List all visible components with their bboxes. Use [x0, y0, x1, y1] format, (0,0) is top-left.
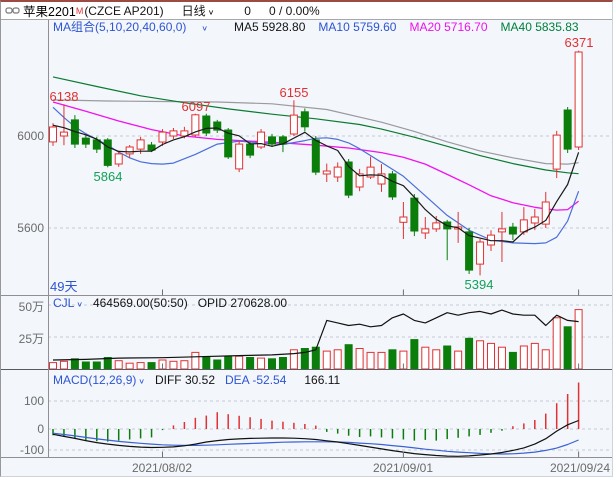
- price-annotation-high: 6155: [279, 85, 309, 100]
- ma5-line: [52, 124, 580, 243]
- symbol-name: 苹果2201: [23, 5, 76, 19]
- chevron-down-icon: ∨: [76, 299, 83, 308]
- last-price: 0: [244, 3, 251, 18]
- volume-indicator-selector[interactable]: CJL ∨: [53, 295, 83, 310]
- date-label-sep24: 2021/09/24: [549, 461, 610, 475]
- dea-value: DEA -52.54: [225, 372, 287, 387]
- title-bar: 苹果2201 M (CZCE AP201) 日线 ∨ 0 0 / 0.00%: [1, 2, 612, 20]
- ma-indicator-header: MA组合(5,10,20,40,60,0) ∨ MA5 5928.80 MA10 …: [53, 19, 592, 35]
- main-contract-badge: M: [75, 5, 84, 16]
- ma5-value: MA5 5928.80: [234, 19, 306, 34]
- volume-tick-50: 50万: [18, 300, 44, 314]
- open-interest-line: [52, 309, 579, 361]
- symbol-code: (CZCE AP201): [84, 3, 164, 18]
- bar-count-label: 49天: [50, 279, 78, 294]
- macd-tick-0: 0: [37, 422, 44, 436]
- date-label-aug02: 2021/08/02: [131, 461, 193, 475]
- price-annotation-high: 6097: [181, 99, 211, 114]
- chevron-down-icon: ∨: [201, 24, 208, 33]
- price-annotation-low: 5864: [93, 169, 123, 184]
- macd-indicator-selector[interactable]: MACD(12,26,9) ∨: [53, 372, 145, 387]
- gridlines-group: [48, 135, 612, 451]
- chevron-down-icon: ∨: [138, 376, 145, 385]
- chevron-down-icon: ∨: [207, 8, 215, 17]
- volume-bars-group: [49, 309, 583, 370]
- ma-combo-selector[interactable]: MA组合(5,10,20,40,60,0) ∨: [53, 20, 208, 34]
- macd-tick-100: 100: [23, 394, 44, 408]
- price-annotation-high: 6371: [564, 35, 594, 50]
- change-value: 0 / 0.00%: [268, 3, 320, 18]
- price-annotation-low: 5394: [464, 277, 494, 292]
- open-interest-value: OPID 270628.00: [197, 295, 288, 310]
- period-selector[interactable]: 日线 ∨: [181, 4, 215, 18]
- ma10-value: MA10 5759.60: [318, 19, 397, 34]
- dea-line: [52, 432, 579, 455]
- panel-borders-group: [1, 19, 612, 458]
- ma20-value: MA20 5716.70: [409, 19, 488, 34]
- macd-value: 166.11: [304, 372, 341, 387]
- volume-indicator-header: CJL ∨ 464569.00(50:50) OPID 270628.00: [53, 295, 288, 310]
- price-tick-5600: 5600: [17, 221, 44, 235]
- ma40-value: MA40 5835.83: [500, 19, 579, 34]
- date-ticks-group: [162, 289, 580, 458]
- price-annotation-high: 6138: [49, 89, 79, 104]
- macd-indicator-header: MACD(12,26,9) ∨ DIFF 30.52 DEA -52.54 166…: [53, 372, 341, 387]
- volume-tick-25: 25万: [18, 332, 44, 346]
- price-tick-6000: 6000: [17, 129, 44, 143]
- diff-line: [52, 419, 579, 457]
- date-label-sep01: 2021/09/01: [372, 461, 434, 475]
- macd-tick-m100: -100: [19, 443, 44, 457]
- candlestick-series: [49, 50, 583, 276]
- diff-value: DIFF 30.52: [154, 372, 215, 387]
- macd-histogram-group: [52, 382, 580, 442]
- link-icon[interactable]: [5, 4, 20, 18]
- volume-value: 464569.00(50:50): [92, 295, 188, 310]
